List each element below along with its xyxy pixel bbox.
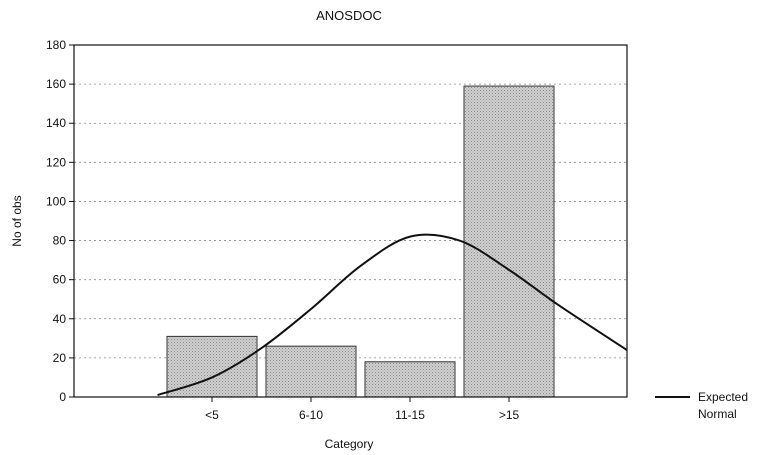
x-axis-ticks: <5 6-10 11-15 >15 <box>205 397 520 422</box>
bar-3 <box>463 85 555 398</box>
legend-entry-line2: Normal <box>698 407 737 421</box>
y-axis-ticks: 0 20 40 60 80 100 120 140 160 180 <box>46 38 74 404</box>
y-tick-label: 20 <box>53 351 67 365</box>
x-tick-label: 6-10 <box>299 408 323 422</box>
y-tick-label: 40 <box>53 312 67 326</box>
bar-2 <box>364 361 456 398</box>
x-tick-label: 11-15 <box>395 408 425 422</box>
plot-frame <box>73 44 628 398</box>
y-tick-label: 160 <box>46 77 66 91</box>
bars-group <box>166 85 555 398</box>
chart-title: ANOSDOC <box>316 8 382 23</box>
x-tick-label: >15 <box>499 408 520 422</box>
y-tick-label: 80 <box>53 234 67 248</box>
y-tick-label: 180 <box>46 38 66 52</box>
y-tick-label: 100 <box>46 194 66 208</box>
y-axis-label: No of obs <box>10 195 24 246</box>
expected-normal-curve <box>157 233 628 396</box>
bar-1 <box>265 345 357 398</box>
legend-entry-line1: Expected <box>698 390 748 404</box>
legend: Expected Normal <box>655 390 748 421</box>
x-tick-label: <5 <box>205 408 219 422</box>
y-tick-label: 60 <box>53 273 67 287</box>
x-axis-label: Category <box>325 437 374 451</box>
y-tick-label: 140 <box>46 116 66 130</box>
y-tick-label: 0 <box>59 390 66 404</box>
y-tick-label: 120 <box>46 155 66 169</box>
